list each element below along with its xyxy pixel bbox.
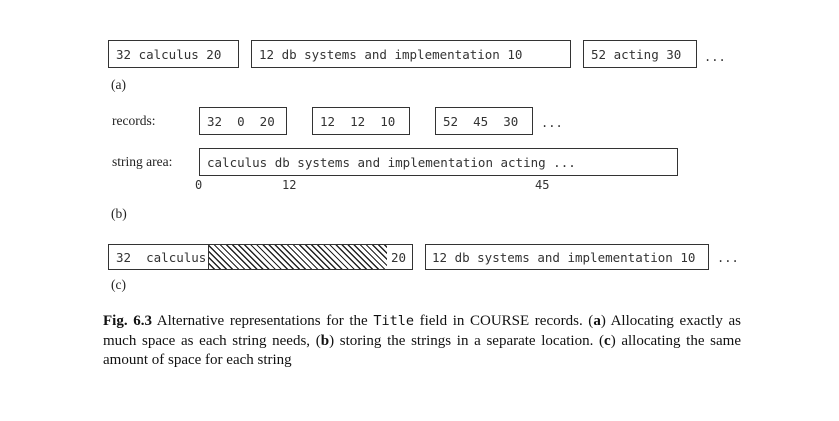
- part-c-ellipsis: ...: [717, 251, 739, 265]
- record-a-1: 32 calculus 20: [108, 40, 239, 68]
- offset-0: 0: [195, 178, 203, 192]
- caption-text-5: ) allocating the same amount of space fo…: [103, 332, 742, 369]
- string-area-box: calculus db systems and implementation a…: [199, 148, 678, 176]
- offset-12: 12: [282, 178, 297, 192]
- record-a-1-text: 32 calculus 20: [116, 46, 222, 62]
- record-c-2: 12 db systems and implementation 10: [425, 244, 709, 270]
- record-c-2-text: 12 db systems and implementation 10: [432, 249, 696, 265]
- part-b-label: (b): [111, 206, 127, 221]
- record-c-1-text: calculus: [146, 249, 207, 265]
- record-c-1-id: 32: [116, 249, 132, 265]
- record-b-1-text: 32 0 20: [207, 113, 275, 129]
- record-a-2-text: 12 db systems and implementation 10: [259, 46, 523, 62]
- records-label: records:: [112, 113, 156, 128]
- record-b-3-text: 52 45 30: [443, 113, 519, 129]
- record-c-1-end: 20: [391, 249, 407, 265]
- caption-b: b: [320, 332, 330, 349]
- record-a-2: 12 db systems and implementation 10: [251, 40, 571, 68]
- record-b-1: 32 0 20: [199, 107, 287, 135]
- caption-text-4: ) storing the strings in a separate loca…: [329, 332, 605, 349]
- record-c-1-padding: [208, 244, 388, 270]
- figure-caption: Fig. 6.3 Alternative representations for…: [103, 312, 741, 371]
- part-a-label: (a): [111, 77, 126, 92]
- caption-code-title: Title: [373, 313, 414, 329]
- part-c-label: (c): [111, 277, 126, 292]
- record-a-3-text: 52 acting 30: [591, 46, 682, 62]
- records-ellipsis: ...: [541, 116, 563, 130]
- record-c-1-left: 32 calculus: [108, 244, 209, 270]
- offset-45: 45: [535, 178, 550, 192]
- record-b-3: 52 45 30: [435, 107, 533, 135]
- record-a-3: 52 acting 30: [583, 40, 697, 68]
- string-area-label: string area:: [112, 154, 173, 169]
- caption-text-1: Alternative representations for the: [151, 313, 374, 329]
- caption-text-2: field in COURSE records. (: [413, 313, 594, 329]
- caption-a: a: [593, 313, 601, 329]
- record-c-1-right: 20: [387, 244, 413, 270]
- figure-number: Fig. 6.3: [103, 313, 152, 329]
- caption-c: c: [604, 332, 611, 349]
- string-area-text: calculus db systems and implementation a…: [207, 154, 576, 170]
- part-a-ellipsis: ...: [704, 50, 726, 64]
- record-b-2-text: 12 12 10: [320, 113, 396, 129]
- record-b-2: 12 12 10: [312, 107, 410, 135]
- caption-text-3: ) Allocating exactly as much space as ea…: [103, 313, 741, 349]
